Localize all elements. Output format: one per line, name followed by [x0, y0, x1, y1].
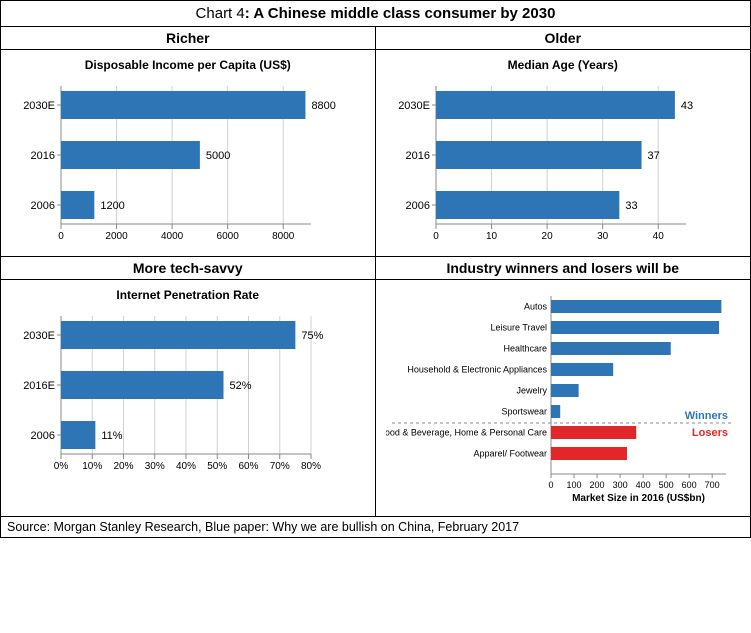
svg-text:2016: 2016: [405, 150, 429, 162]
title-main: : A Chinese middle class consumer by 203…: [245, 5, 556, 22]
svg-text:300: 300: [612, 480, 627, 490]
svg-text:80%: 80%: [301, 461, 321, 472]
svg-text:Autos: Autos: [523, 302, 547, 312]
svg-text:30%: 30%: [145, 461, 165, 472]
panel-tech: More tech-savvy Internet Penetration Rat…: [1, 257, 376, 517]
svg-text:5000: 5000: [206, 150, 230, 162]
bar: [436, 91, 675, 119]
svg-text:10: 10: [485, 231, 497, 242]
bar: [61, 371, 224, 399]
bar: [551, 384, 579, 397]
panel-older-chart: 0 10 20 30 40 2030E 43 2016 37 2006 33: [386, 82, 741, 246]
svg-text:2000: 2000: [105, 231, 128, 242]
bar: [551, 447, 627, 460]
svg-text:1200: 1200: [100, 200, 124, 212]
svg-text:2006: 2006: [31, 430, 55, 442]
svg-text:700: 700: [704, 480, 719, 490]
panel-richer-subtitle: Disposable Income per Capita (US$): [11, 56, 365, 82]
svg-text:2016E: 2016E: [23, 380, 55, 392]
chart-container: Chart 4: A Chinese middle class consumer…: [0, 0, 751, 538]
svg-text:0: 0: [433, 231, 439, 242]
svg-text:40: 40: [652, 231, 664, 242]
svg-text:50%: 50%: [207, 461, 227, 472]
svg-text:600: 600: [681, 480, 696, 490]
panel-older-subtitle: Median Age (Years): [386, 56, 741, 82]
panel-richer-header: Richer: [1, 27, 375, 50]
svg-text:Winners: Winners: [684, 410, 727, 422]
svg-text:Leisure Travel: Leisure Travel: [490, 323, 547, 333]
svg-text:70%: 70%: [270, 461, 290, 472]
panel-grid: Richer Disposable Income per Capita (US$…: [1, 27, 750, 517]
svg-text:Losers: Losers: [691, 427, 727, 439]
svg-text:10%: 10%: [82, 461, 102, 472]
svg-text:2030E: 2030E: [23, 330, 55, 342]
svg-text:Healthcare: Healthcare: [503, 344, 547, 354]
svg-text:100: 100: [566, 480, 581, 490]
svg-text:75%: 75%: [301, 330, 323, 342]
svg-text:11%: 11%: [101, 430, 122, 442]
svg-text:Apparel/ Footwear: Apparel/ Footwear: [473, 449, 547, 459]
panel-tech-chart: 0% 10% 20% 30% 40% 50% 60% 70% 80% 2030E 75% 2016E 5…: [11, 312, 365, 476]
bar: [551, 300, 721, 313]
hbar-svg: 0% 10% 20% 30% 40% 50% 60% 70% 80% 2030E 75% 2016E 5…: [11, 312, 351, 476]
svg-text:400: 400: [635, 480, 650, 490]
bar: [551, 363, 613, 376]
svg-text:40%: 40%: [176, 461, 196, 472]
svg-text:0%: 0%: [54, 461, 69, 472]
svg-text:60%: 60%: [238, 461, 258, 472]
panel-richer-chart: 0 2000 4000 6000 8000 2030E 8800 2016 5000 2006 12…: [11, 82, 365, 246]
svg-text:200: 200: [589, 480, 604, 490]
panel-industry: Industry winners and losers will be 0 100…: [376, 257, 751, 517]
svg-text:20: 20: [541, 231, 553, 242]
hbar-svg: 0 2000 4000 6000 8000 2030E 8800 2016 5000 2006 12…: [11, 82, 351, 246]
svg-text:30: 30: [597, 231, 609, 242]
svg-text:2006: 2006: [405, 200, 429, 212]
hbar-svg: 0 10 20 30 40 2030E 43 2016 37 2006 33: [386, 82, 726, 246]
panel-tech-header: More tech-savvy: [1, 257, 375, 280]
svg-text:2016: 2016: [31, 150, 55, 162]
panel-richer: Richer Disposable Income per Capita (US$…: [1, 27, 376, 257]
bar: [61, 191, 94, 219]
svg-text:33: 33: [625, 200, 637, 212]
bar: [551, 405, 560, 418]
svg-text:8000: 8000: [272, 231, 295, 242]
svg-text:0: 0: [548, 480, 553, 490]
panel-tech-subtitle: Internet Penetration Rate: [11, 286, 365, 312]
bar: [436, 141, 642, 169]
svg-text:2030E: 2030E: [23, 100, 55, 112]
chart-title: Chart 4: A Chinese middle class consumer…: [1, 1, 750, 27]
panel-industry-header: Industry winners and losers will be: [376, 257, 751, 280]
svg-text:4000: 4000: [161, 231, 184, 242]
svg-text:Household & Electronic Applian: Household & Electronic Appliances: [407, 365, 547, 375]
bar: [61, 141, 200, 169]
bar: [551, 342, 671, 355]
bar: [551, 321, 719, 334]
svg-text:2006: 2006: [31, 200, 55, 212]
svg-text:Jewelry: Jewelry: [516, 386, 547, 396]
panel-older-header: Older: [376, 27, 751, 50]
svg-text:0: 0: [58, 231, 64, 242]
svg-text:52%: 52%: [230, 380, 252, 392]
svg-text:6000: 6000: [217, 231, 240, 242]
title-prefix: Chart 4: [196, 5, 245, 22]
svg-text:2030E: 2030E: [398, 100, 430, 112]
panel-older: Older Median Age (Years) 0 10 20 30 40 2030E 4…: [376, 27, 751, 257]
svg-text:37: 37: [647, 150, 659, 162]
svg-text:43: 43: [680, 100, 692, 112]
svg-text:Food & Beverage, Home & Person: Food & Beverage, Home & Personal Care: [386, 428, 547, 438]
bar: [61, 421, 95, 449]
svg-text:Market Size in 2016 (US$bn): Market Size in 2016 (US$bn): [572, 493, 705, 504]
svg-text:20%: 20%: [113, 461, 133, 472]
source-text: Source: Morgan Stanley Research, Blue pa…: [1, 517, 750, 537]
bar: [61, 91, 305, 119]
bar: [436, 191, 619, 219]
svg-text:Sportswear: Sportswear: [501, 407, 547, 417]
svg-text:8800: 8800: [311, 100, 335, 112]
bar: [61, 321, 295, 349]
bar: [551, 426, 636, 439]
industry-svg: 0 100 200 300 400 500 600 700 Autos Leisure Trave…: [386, 286, 738, 506]
panel-industry-chart: 0 100 200 300 400 500 600 700 Autos Leisure Trave…: [386, 286, 741, 506]
svg-text:500: 500: [658, 480, 673, 490]
